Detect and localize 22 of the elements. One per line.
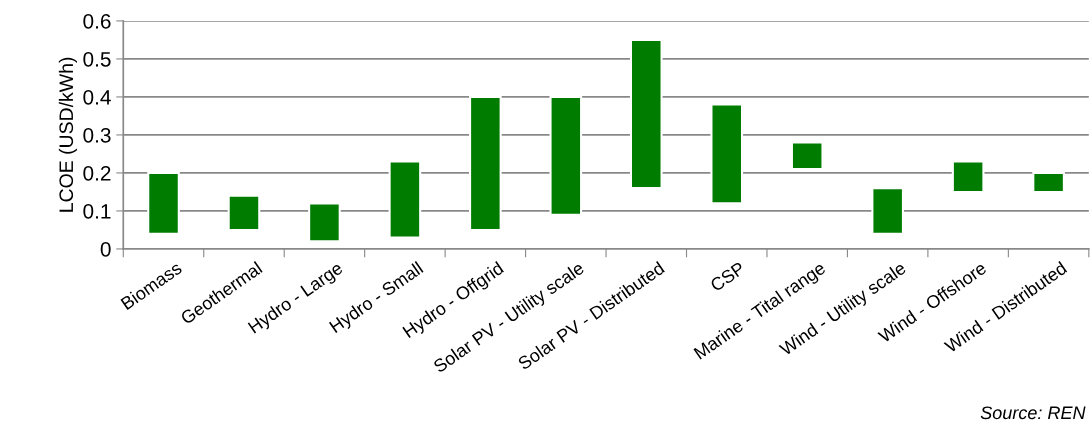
source-note: Source: REN	[980, 406, 1086, 420]
bar	[227, 194, 261, 231]
bar	[469, 95, 502, 231]
bar	[790, 141, 824, 171]
y-tick-label: 0.2	[83, 165, 111, 181]
y-tick-label: 0.4	[83, 89, 111, 105]
bar	[629, 38, 663, 190]
y-tick-label: 0.1	[83, 203, 111, 219]
bar	[308, 202, 341, 243]
bar	[710, 103, 744, 205]
y-tick-label: 0.6	[83, 13, 111, 29]
x-tick-label: CSP	[709, 261, 746, 292]
y-tick-label: 0	[100, 241, 111, 257]
bar	[147, 171, 180, 235]
y-axis-title: LCOE (USD/kWh)	[58, 57, 77, 212]
y-tick-label: 0.5	[83, 51, 111, 67]
bar	[951, 160, 985, 193]
bar	[871, 187, 904, 235]
bar	[1032, 171, 1065, 193]
y-tick-label: 0.3	[83, 127, 111, 143]
bar	[549, 95, 583, 216]
bar	[388, 160, 422, 239]
